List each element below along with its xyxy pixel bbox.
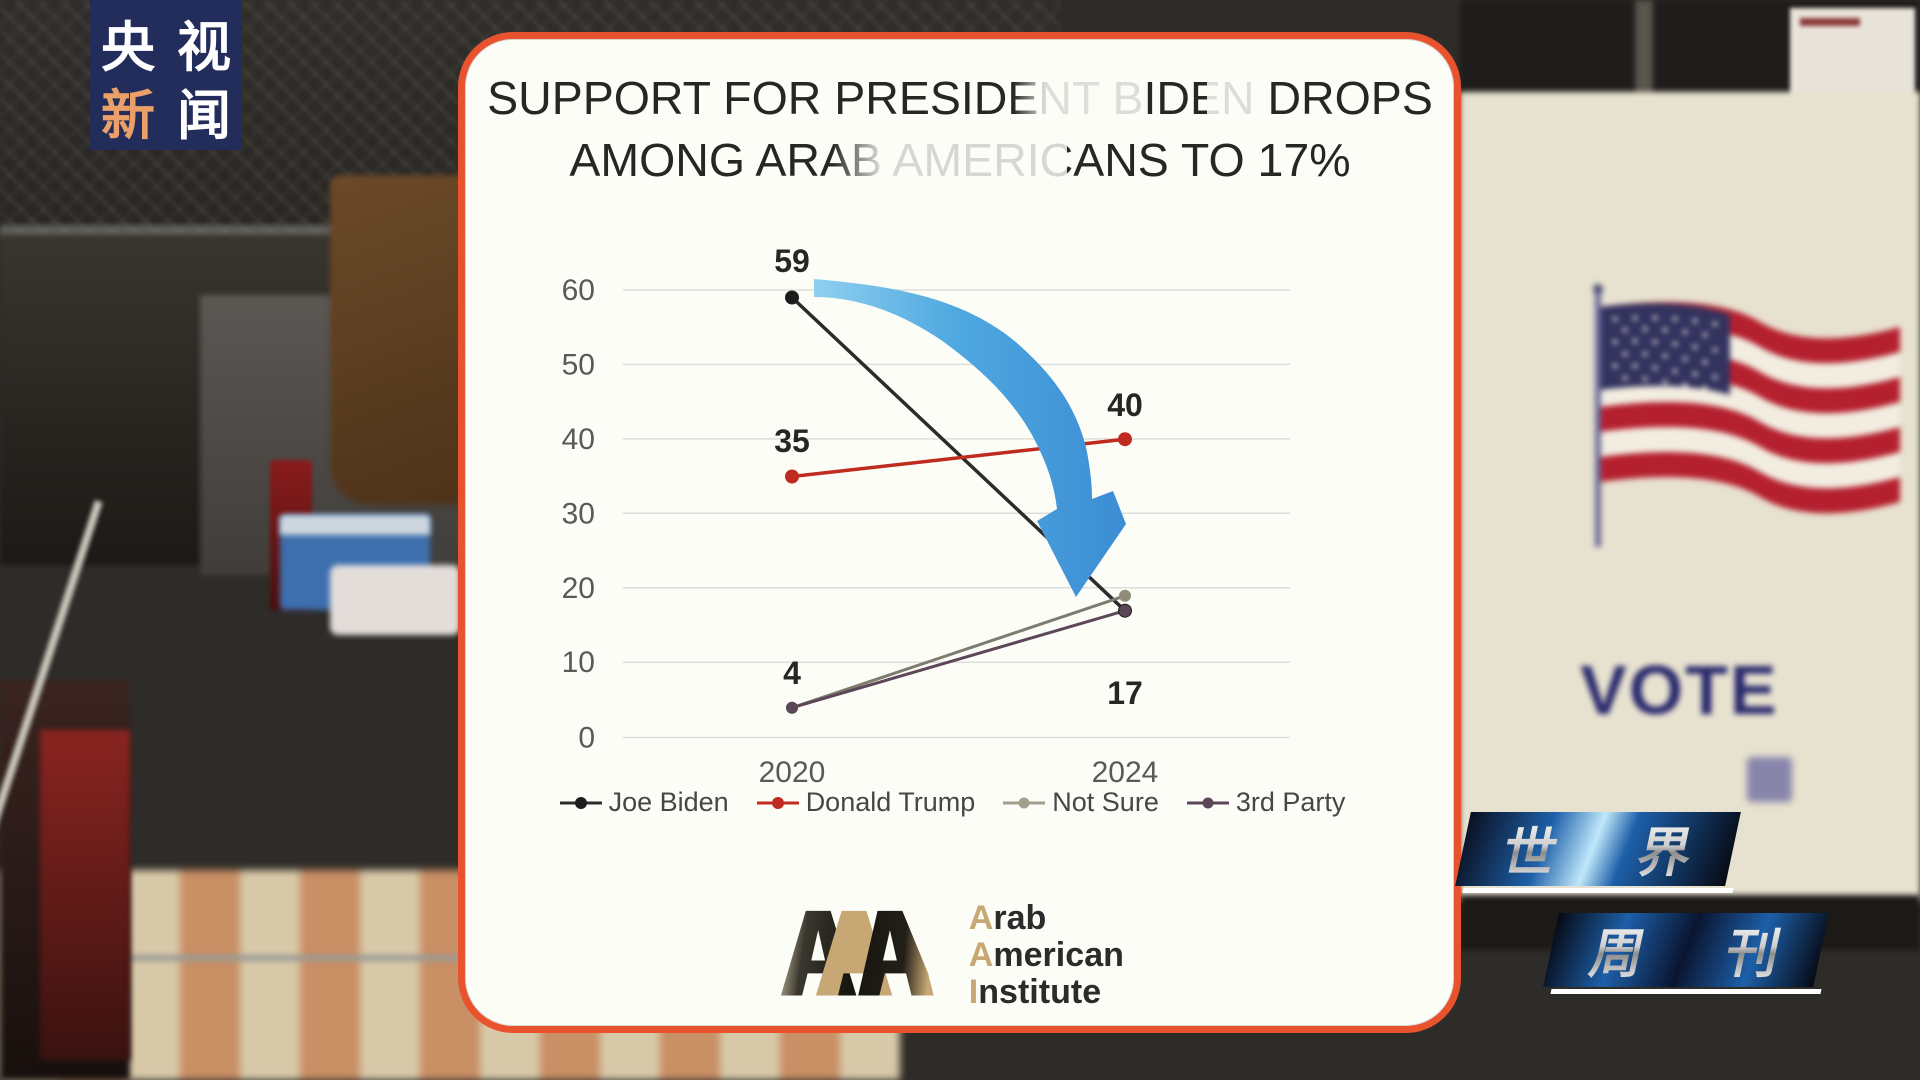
svg-text:2020: 2020	[759, 756, 826, 789]
svg-text:35: 35	[774, 423, 810, 459]
svg-text:20: 20	[562, 572, 595, 605]
svg-text:60: 60	[562, 274, 595, 307]
svg-text:40: 40	[1107, 387, 1143, 423]
svg-text:10: 10	[562, 646, 595, 679]
svg-text:17: 17	[1107, 675, 1143, 711]
svg-text:0: 0	[578, 722, 595, 755]
svg-text:4: 4	[783, 655, 801, 691]
svg-text:40: 40	[562, 423, 595, 456]
svg-text:50: 50	[562, 348, 595, 381]
svg-text:2024: 2024	[1092, 756, 1159, 789]
svg-text:30: 30	[562, 497, 595, 530]
svg-text:59: 59	[774, 243, 810, 279]
